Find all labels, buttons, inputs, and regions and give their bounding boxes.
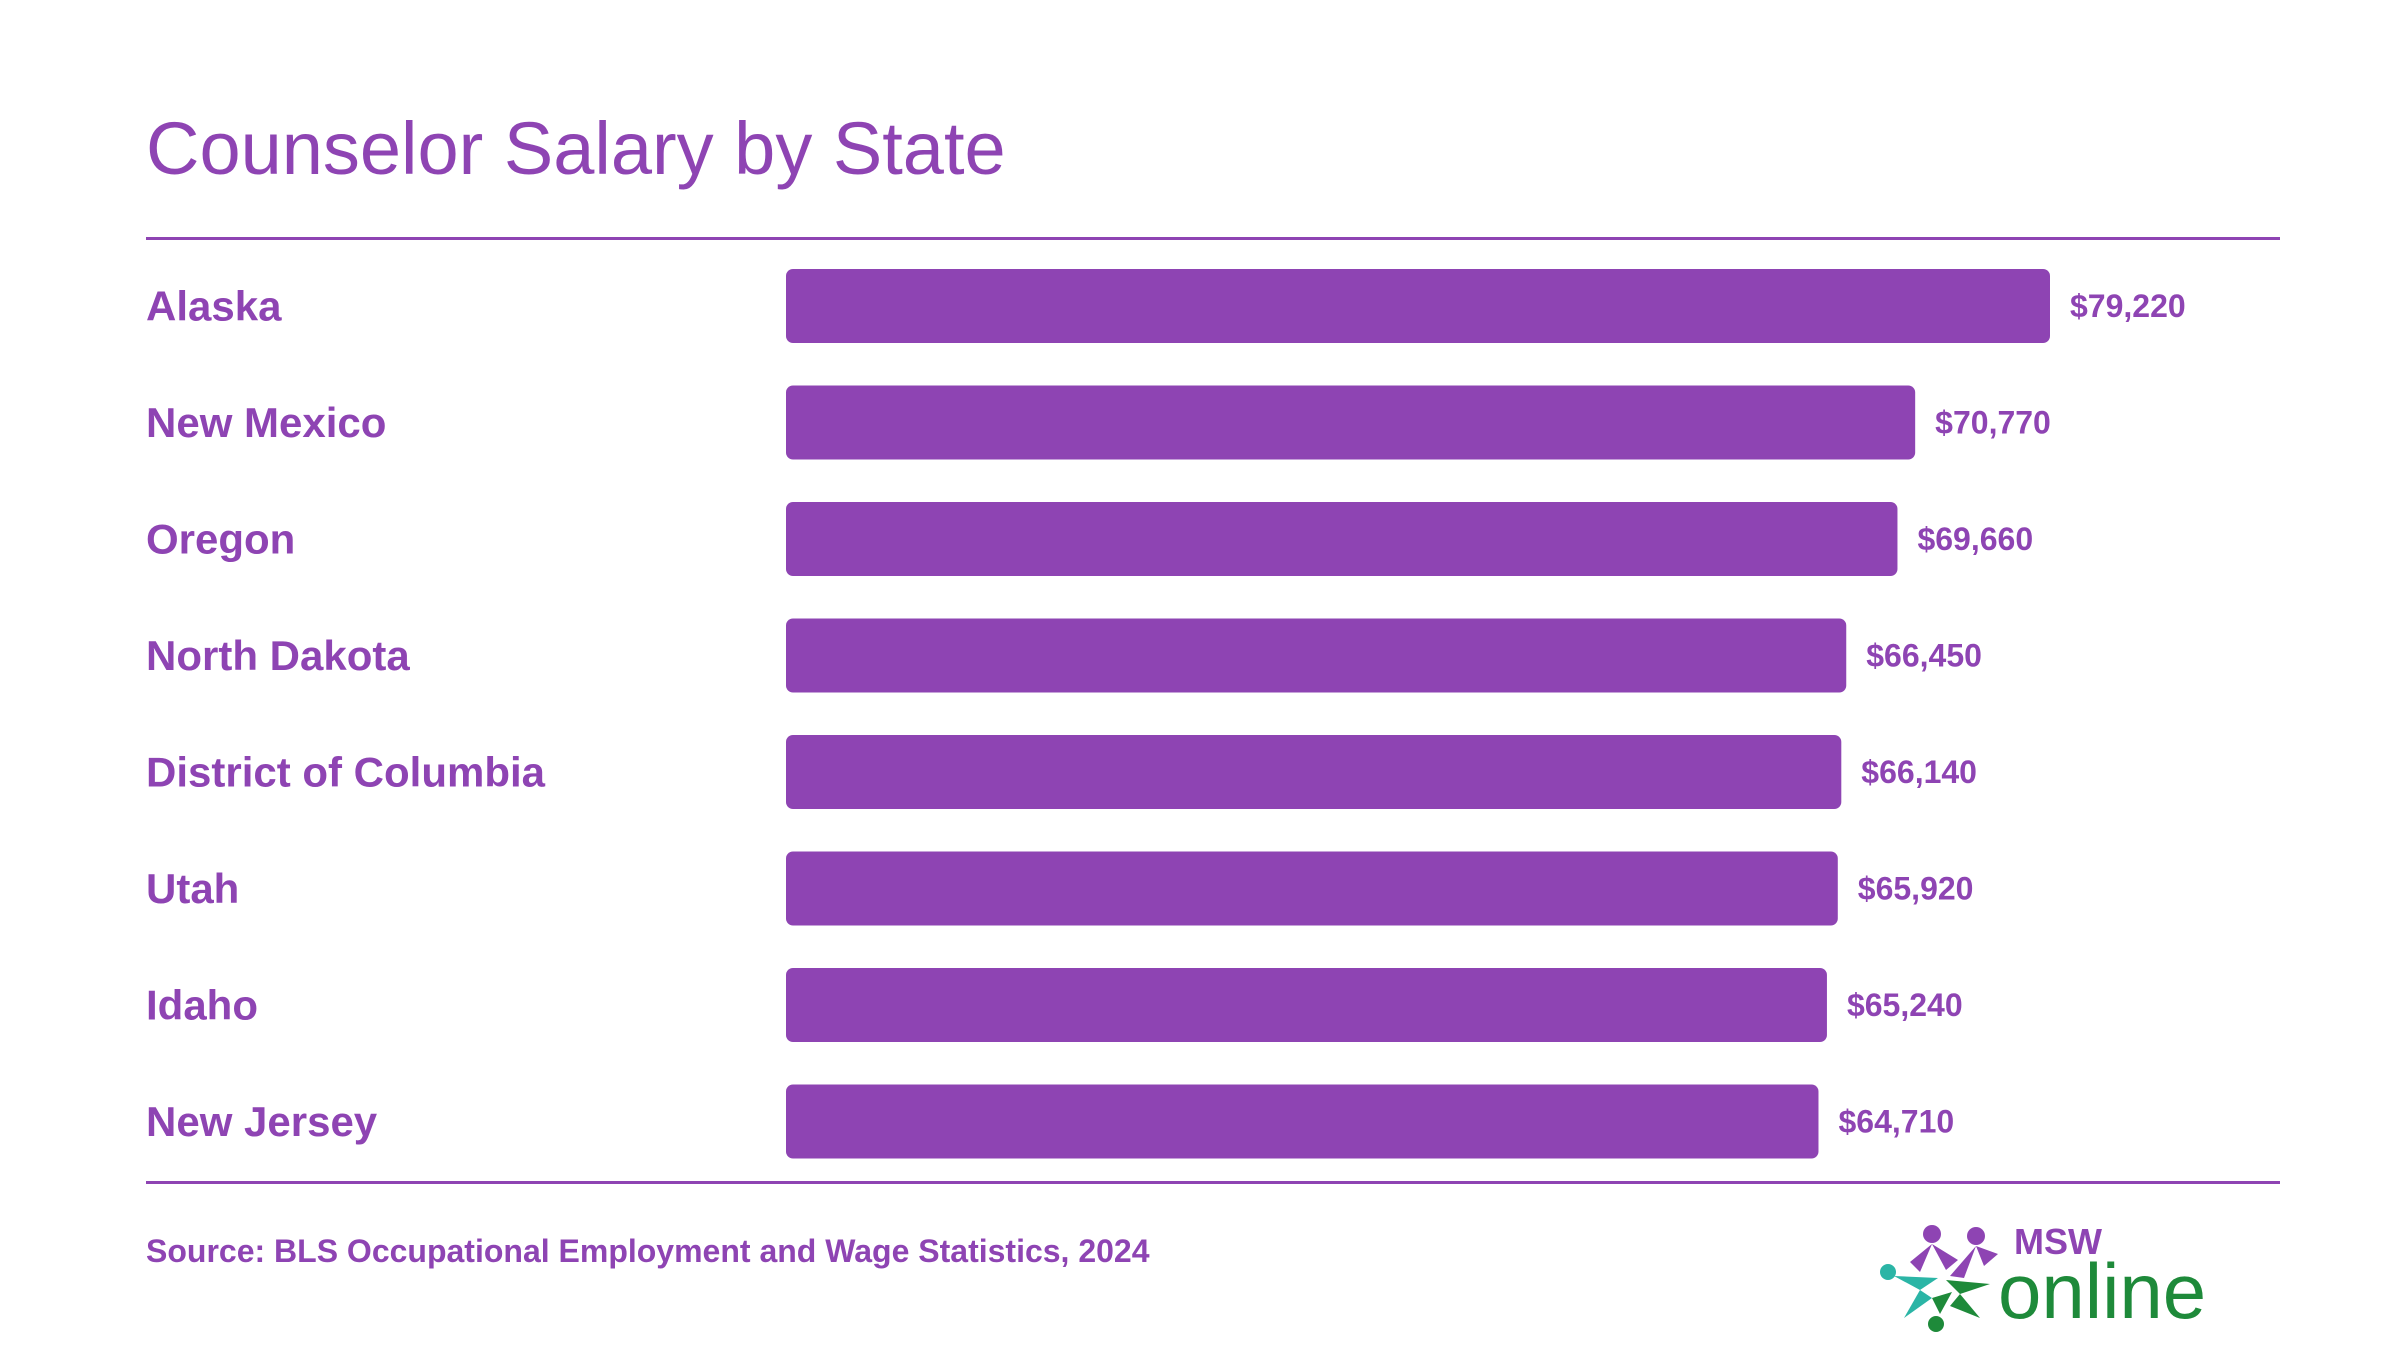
category-label: Idaho bbox=[146, 982, 258, 1029]
bar bbox=[786, 502, 1898, 576]
value-label: $66,450 bbox=[1866, 638, 1982, 674]
category-label: Alaska bbox=[146, 283, 282, 330]
source-note: Source: BLS Occupational Employment and … bbox=[146, 1233, 1150, 1269]
bar bbox=[786, 618, 1847, 693]
category-label: New Jersey bbox=[146, 1098, 378, 1145]
chart-title: Counselor Salary by State bbox=[146, 107, 1006, 190]
value-label: $79,220 bbox=[2070, 288, 2186, 324]
category-label: New Mexico bbox=[146, 399, 386, 446]
category-label: Utah bbox=[146, 865, 239, 912]
category-label: District of Columbia bbox=[146, 749, 546, 796]
logo-online-text: online bbox=[1998, 1247, 2206, 1334]
category-label: North Dakota bbox=[146, 632, 410, 679]
msw-online-logo: MSW online bbox=[1880, 1221, 2206, 1334]
bar bbox=[786, 735, 1842, 809]
value-label: $64,710 bbox=[1838, 1104, 1954, 1140]
value-label: $66,140 bbox=[1861, 754, 1977, 790]
bar bbox=[786, 968, 1827, 1042]
value-label: $70,770 bbox=[1935, 405, 2051, 441]
logo-msw-text: MSW bbox=[2014, 1221, 2102, 1262]
value-label: $65,240 bbox=[1847, 987, 1963, 1023]
bar bbox=[786, 1084, 1819, 1159]
bar bbox=[786, 269, 2050, 343]
value-label: $65,920 bbox=[1858, 871, 1974, 907]
bottom-divider bbox=[146, 1181, 2280, 1184]
category-label: Oregon bbox=[146, 516, 295, 563]
star-people-icon bbox=[1880, 1225, 1998, 1332]
bar bbox=[786, 851, 1838, 926]
value-label: $69,660 bbox=[1917, 521, 2033, 557]
bar bbox=[786, 385, 1916, 460]
top-divider bbox=[146, 237, 2280, 240]
